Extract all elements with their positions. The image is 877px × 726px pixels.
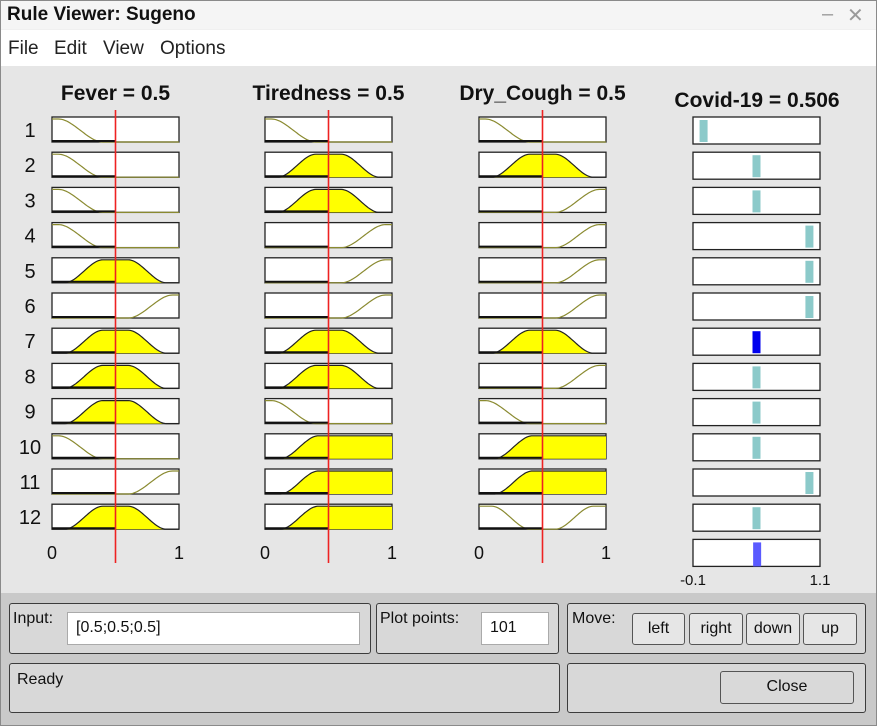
input-panel: Input: [0.5;0.5;0.5] bbox=[9, 603, 371, 654]
rule-number: 9 bbox=[24, 402, 35, 424]
input-title-2: Tiredness = 0.5 bbox=[253, 82, 405, 105]
menu-options[interactable]: Options bbox=[160, 38, 226, 59]
input-range-max-2: 1 bbox=[387, 543, 397, 563]
rule-plot-area: Fever = 0.5 0 1 Tiredness = 0.5 0 1 Dry_Cough … bbox=[1, 66, 876, 593]
output-bar bbox=[752, 331, 761, 354]
menu-edit[interactable]: Edit bbox=[54, 38, 87, 59]
move-panel: Move: left right down up bbox=[567, 603, 866, 654]
output-bar bbox=[699, 120, 708, 142]
minimize-icon[interactable]: – bbox=[822, 3, 834, 25]
rule-number: 7 bbox=[24, 331, 35, 353]
output-bar bbox=[752, 507, 761, 530]
rule-number: 2 bbox=[24, 155, 35, 177]
plot-points-panel: Plot points: 101 bbox=[376, 603, 559, 654]
plot-points-field[interactable]: 101 bbox=[481, 612, 549, 645]
input-range-min-1: 0 bbox=[47, 543, 57, 563]
input-range-max-3: 1 bbox=[601, 543, 611, 563]
input-range-min-3: 0 bbox=[474, 543, 484, 563]
output-range-min: -0.1 bbox=[680, 572, 706, 589]
output-result-bar bbox=[753, 542, 762, 567]
window-title: Rule Viewer: Sugeno bbox=[7, 4, 196, 25]
rule-number: 5 bbox=[24, 261, 35, 283]
move-up-button[interactable]: up bbox=[803, 613, 857, 645]
rule-number: 12 bbox=[19, 507, 41, 529]
input-label: Input: bbox=[13, 610, 54, 627]
output-bar bbox=[805, 260, 814, 283]
rule-plots[interactable]: Fever = 0.5 0 1 Tiredness = 0.5 0 1 Dry_Cough … bbox=[1, 66, 876, 593]
close-button[interactable]: Close bbox=[720, 671, 854, 704]
rule-number: 4 bbox=[24, 226, 35, 248]
rule-number: 1 bbox=[24, 120, 35, 142]
output-bar bbox=[805, 296, 814, 318]
rule-number: 3 bbox=[24, 190, 35, 212]
input-title-3: Dry_Cough = 0.5 bbox=[459, 82, 626, 105]
status-text: Ready bbox=[17, 671, 64, 688]
rule-number: 10 bbox=[19, 437, 41, 459]
title-bar: Rule Viewer: Sugeno – ✕ bbox=[1, 1, 876, 29]
status-panel: Ready bbox=[9, 663, 560, 713]
output-bar bbox=[752, 401, 761, 424]
control-area: Input: [0.5;0.5;0.5] Plot points: 101 Mo… bbox=[1, 593, 876, 725]
input-field[interactable]: [0.5;0.5;0.5] bbox=[67, 612, 360, 645]
output-bar bbox=[752, 155, 761, 178]
input-range-min-2: 0 bbox=[260, 543, 270, 563]
rule-number: 11 bbox=[20, 472, 41, 494]
move-left-button[interactable]: left bbox=[632, 613, 685, 645]
output-bar bbox=[805, 472, 814, 494]
menu-bar: File Edit View Options bbox=[1, 30, 876, 66]
output-box bbox=[692, 257, 821, 286]
output-box bbox=[692, 221, 821, 251]
output-bar bbox=[752, 366, 761, 389]
output-bar bbox=[752, 190, 761, 213]
close-panel: Close bbox=[567, 663, 866, 713]
output-box bbox=[692, 468, 821, 497]
input-range-max-1: 1 bbox=[174, 543, 184, 563]
plot-points-label: Plot points: bbox=[380, 610, 460, 627]
move-down-button[interactable]: down bbox=[746, 613, 800, 645]
output-title: Covid-19 = 0.506 bbox=[674, 89, 839, 112]
move-label: Move: bbox=[572, 610, 616, 627]
rule-number: 8 bbox=[24, 366, 35, 388]
rule-number: 6 bbox=[24, 296, 35, 318]
menu-view[interactable]: View bbox=[103, 38, 144, 59]
output-bar bbox=[752, 436, 761, 459]
close-icon[interactable]: ✕ bbox=[847, 5, 864, 27]
input-title-1: Fever = 0.5 bbox=[61, 82, 170, 105]
output-bar bbox=[805, 225, 814, 248]
move-right-button[interactable]: right bbox=[689, 613, 743, 645]
menu-file[interactable]: File bbox=[8, 38, 39, 59]
output-box bbox=[692, 116, 821, 145]
output-range-max: 1.1 bbox=[810, 572, 831, 589]
output-box bbox=[692, 292, 821, 321]
